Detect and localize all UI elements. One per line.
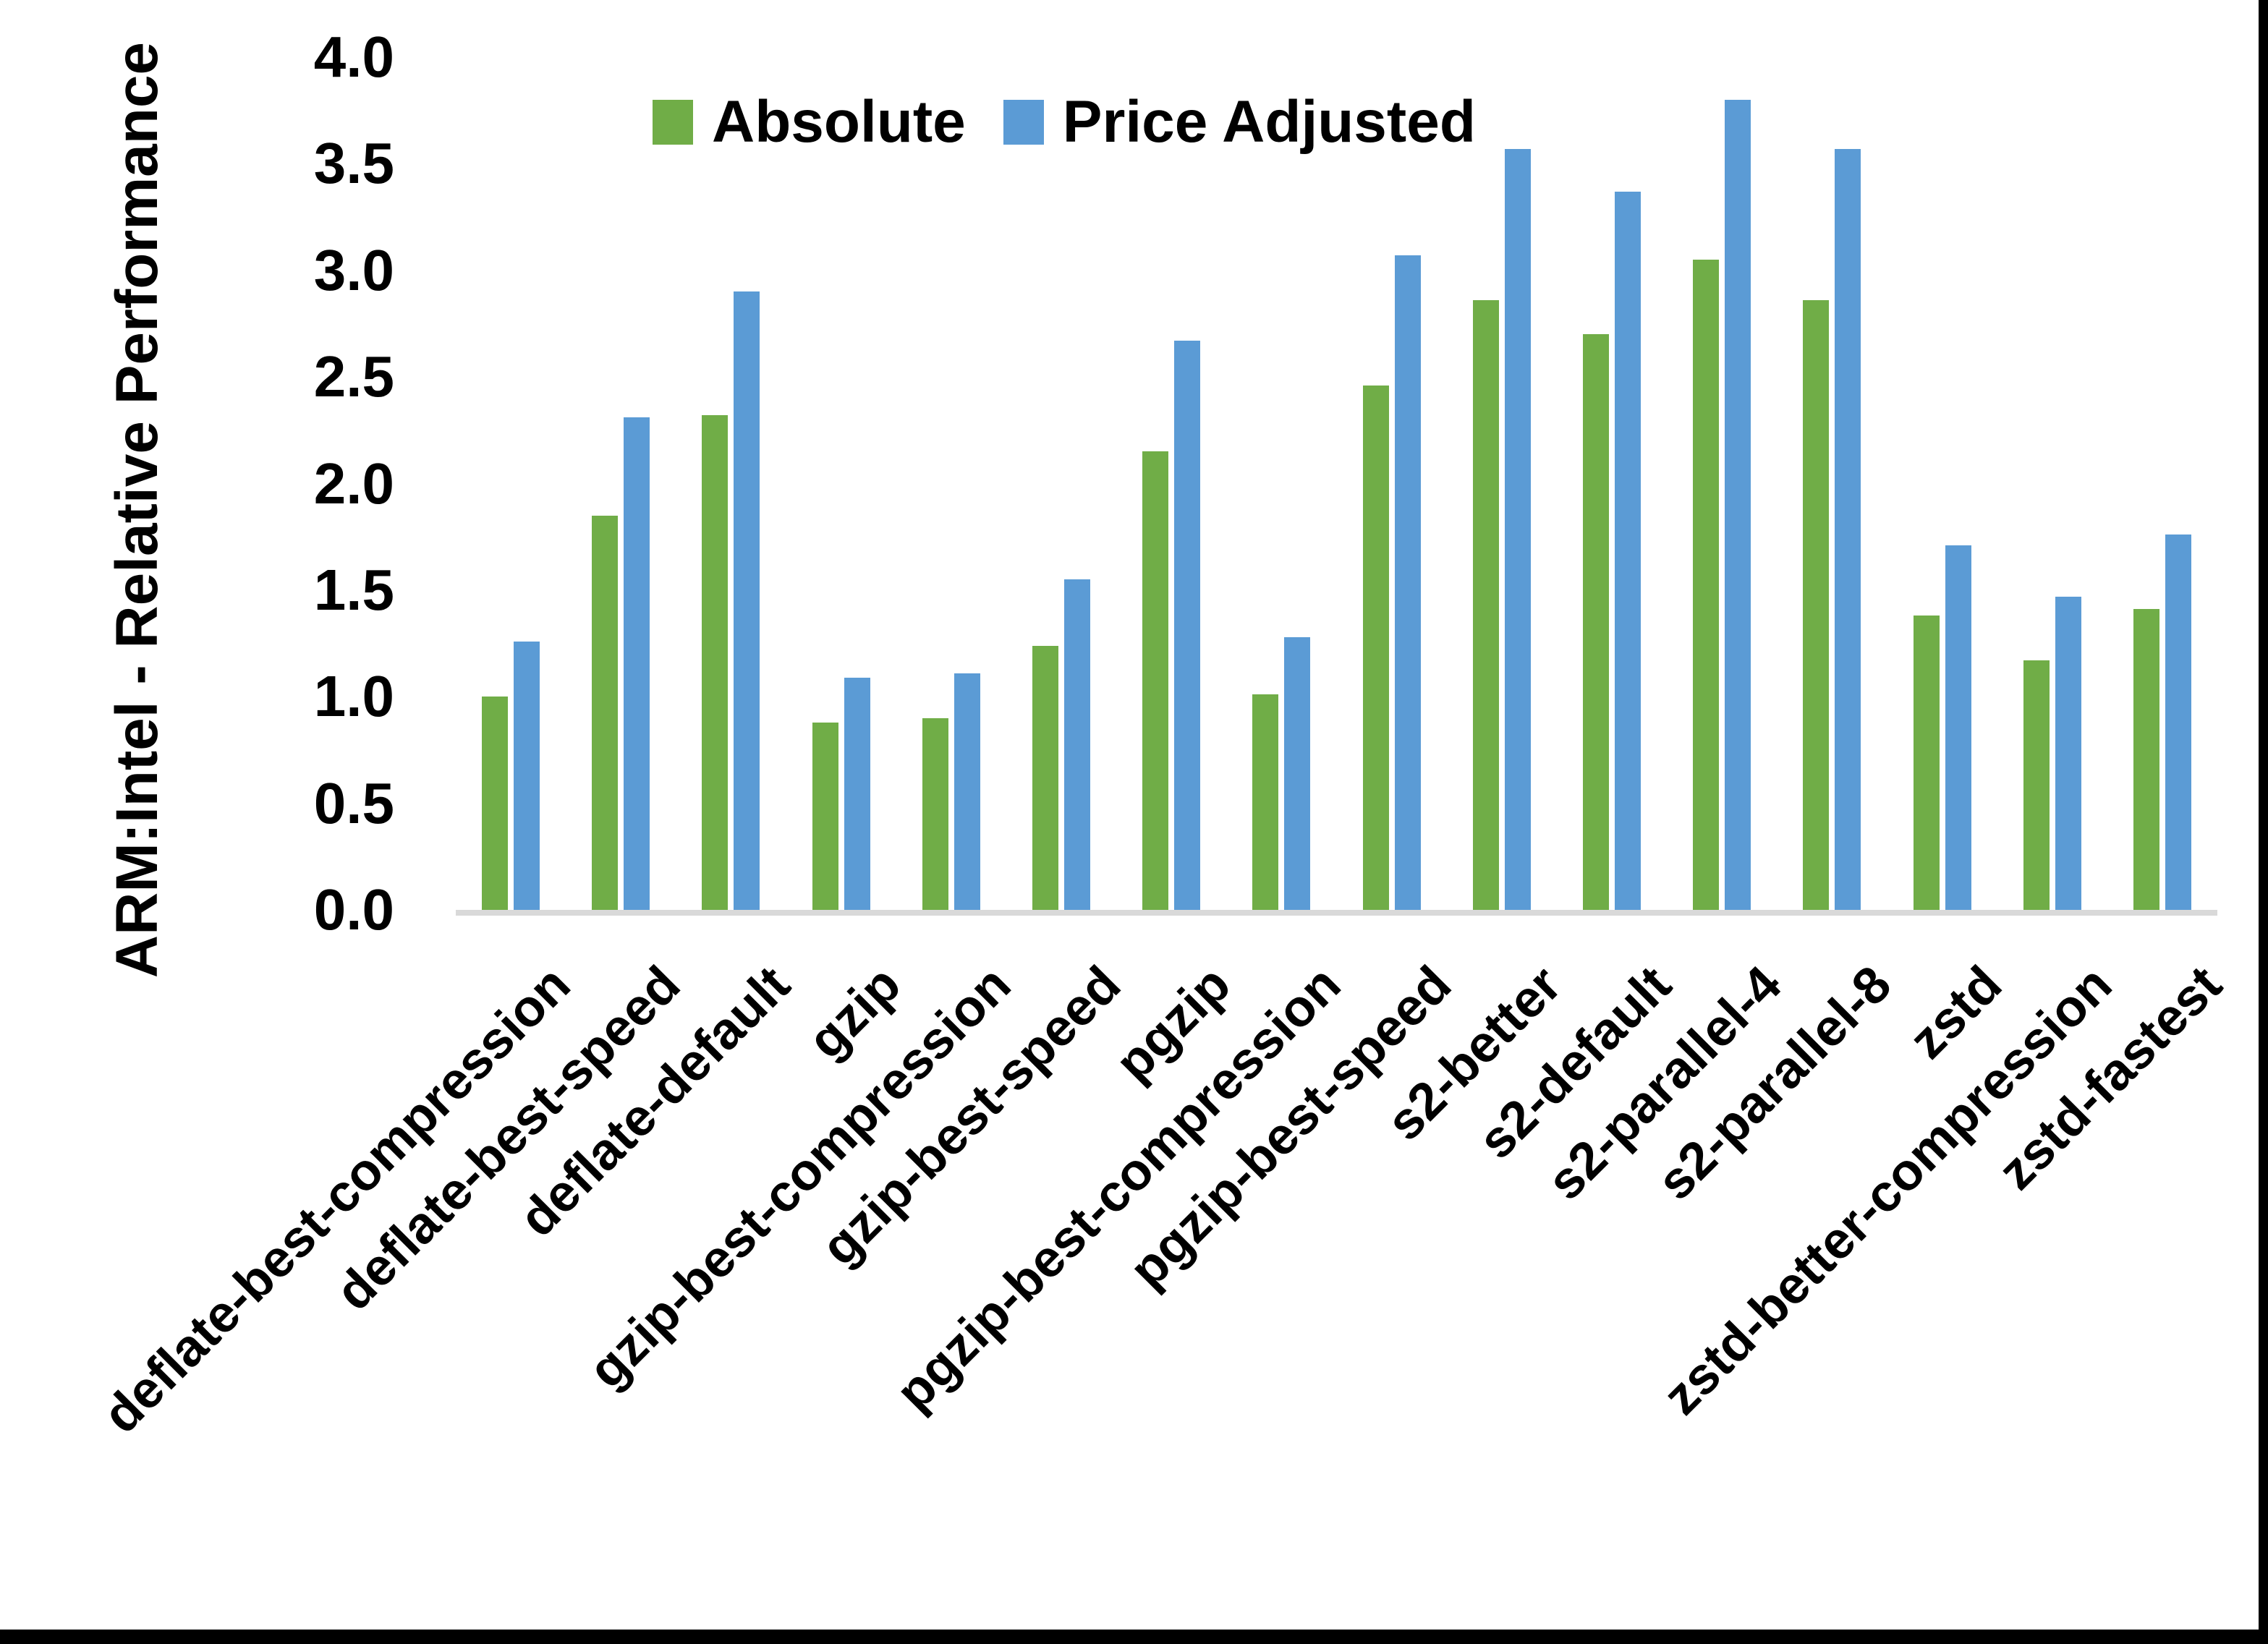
bar-price-adjusted — [1504, 148, 1531, 910]
y-tick-label: 3.0 — [313, 237, 394, 302]
bar-group-deflate-best-speed — [566, 57, 676, 910]
bar-price-adjusted — [844, 677, 870, 910]
bar-absolute — [1472, 300, 1499, 910]
y-tick-label: 0.5 — [313, 770, 394, 835]
bar-group-zstd-fastest — [2107, 57, 2217, 910]
bar-group-s2-parallel-4 — [1667, 57, 1777, 910]
bar-group-pgzip — [1116, 57, 1226, 910]
bar-group-deflate-default — [676, 57, 786, 910]
legend-item-price-adjusted: Price Adjusted — [1003, 93, 1476, 152]
bar-price-adjusted — [2165, 534, 2191, 910]
y-tick-label: 2.0 — [313, 451, 394, 516]
bar-absolute — [592, 515, 619, 910]
y-tick-label: 1.0 — [313, 664, 394, 729]
bar-absolute — [1913, 616, 1940, 910]
bar-group-zstd — [1887, 57, 1997, 910]
y-tick-label: 3.5 — [313, 131, 394, 196]
bar-absolute — [1142, 451, 1169, 910]
bar-absolute — [1362, 385, 1389, 910]
legend: Absolute Price Adjusted — [653, 93, 1476, 152]
bar-price-adjusted — [734, 291, 760, 910]
bar-group-zstd-better-compression — [1997, 57, 2107, 910]
bar-absolute — [1252, 694, 1279, 910]
bar-price-adjusted — [514, 641, 540, 910]
legend-swatch-absolute-icon — [653, 100, 693, 145]
y-tick-label: 1.5 — [313, 557, 394, 622]
bar-price-adjusted — [1174, 341, 1201, 910]
plot-area — [456, 57, 2217, 916]
bar-absolute — [1693, 260, 1720, 910]
bar-group-pgzip-best-speed — [1337, 57, 1447, 910]
bar-price-adjusted — [1835, 148, 1861, 910]
bar-price-adjusted — [1725, 99, 1751, 910]
legend-label-price-adjusted: Price Adjusted — [1062, 89, 1476, 155]
bar-price-adjusted — [954, 673, 980, 910]
y-tick-label: 2.5 — [313, 344, 394, 409]
y-tick-label: 0.0 — [313, 877, 394, 942]
bar-group-gzip-best-speed — [1006, 57, 1116, 910]
bar-price-adjusted — [1614, 191, 1641, 910]
legend-label-absolute: Absolute — [712, 89, 966, 155]
y-tick-label: 4.0 — [313, 25, 394, 89]
bar-price-adjusted — [1064, 579, 1091, 910]
bar-price-adjusted — [2055, 596, 2081, 910]
legend-swatch-price-adjusted-icon — [1003, 100, 1044, 145]
bar-absolute — [2133, 609, 2159, 910]
bar-absolute — [702, 415, 729, 910]
bar-absolute — [482, 697, 509, 910]
bar-absolute — [922, 717, 948, 910]
bar-price-adjusted — [1945, 545, 1971, 910]
bar-group-deflate-best-compression — [456, 57, 566, 910]
bar-group-pgzip-best-compression — [1226, 57, 1336, 910]
bar-absolute — [1803, 300, 1830, 910]
bar-price-adjusted — [1284, 636, 1311, 910]
legend-item-absolute: Absolute — [653, 93, 966, 152]
y-axis-title: ARM:Intel - Relative Performance — [104, 41, 170, 979]
bar-absolute — [812, 722, 838, 910]
bar-absolute — [1032, 645, 1059, 910]
bar-price-adjusted — [624, 417, 650, 910]
frame-border-right — [2259, 0, 2268, 1644]
bar-group-s2-better — [1447, 57, 1557, 910]
bar-absolute — [1582, 334, 1609, 910]
frame-border-bottom — [0, 1630, 2268, 1644]
bar-group-gzip — [786, 57, 896, 910]
bar-groups — [456, 57, 2217, 910]
bar-absolute — [2023, 660, 2050, 910]
bar-group-s2-default — [1557, 57, 1667, 910]
bar-group-gzip-best-compression — [896, 57, 1006, 910]
bar-group-s2-parallel-8 — [1777, 57, 1887, 910]
bar-price-adjusted — [1394, 255, 1421, 910]
